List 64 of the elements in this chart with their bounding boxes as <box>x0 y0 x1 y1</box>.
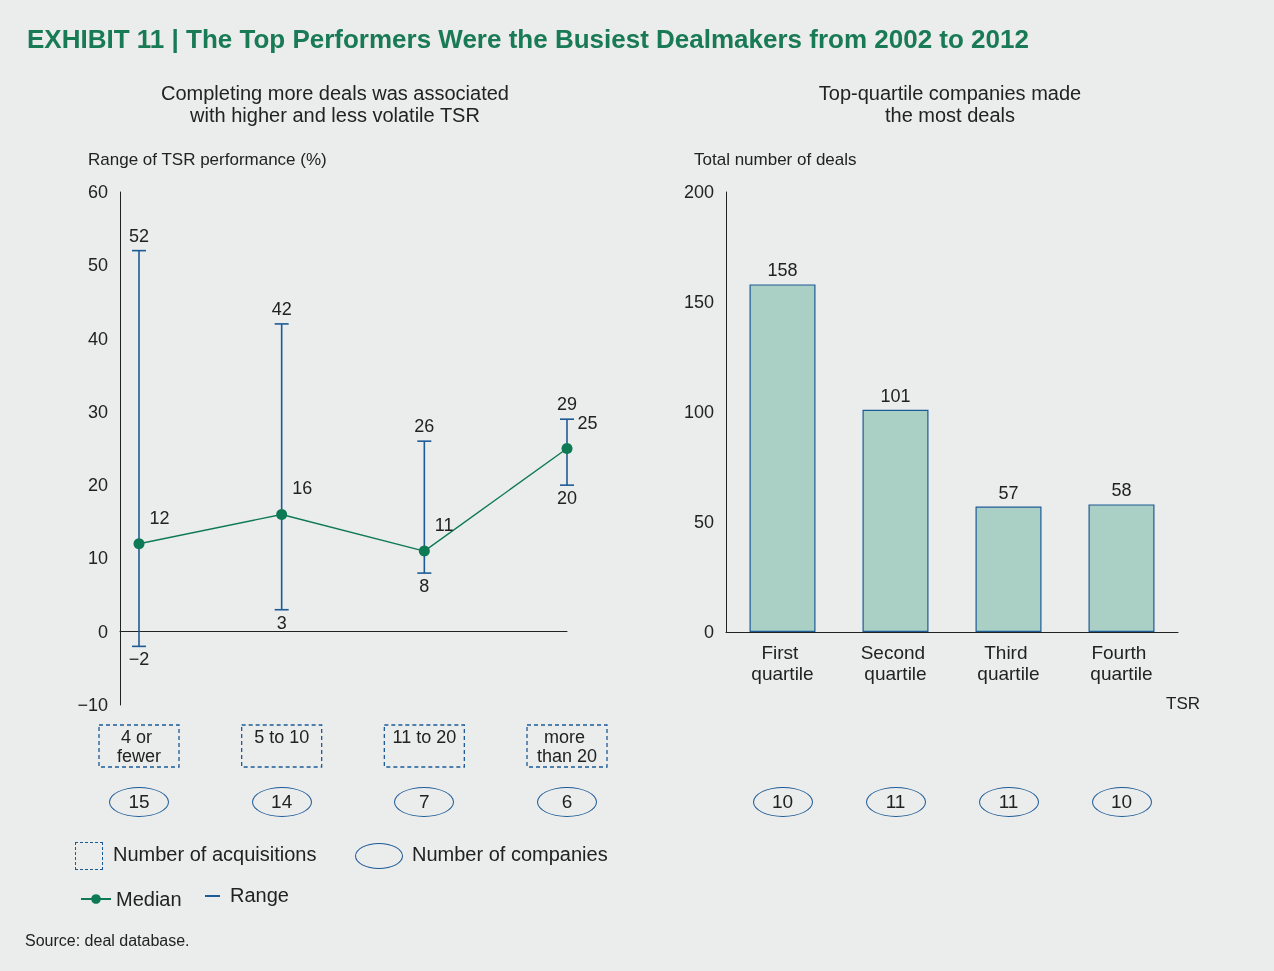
y-tick-label: 60 <box>87 182 108 202</box>
y-axis-title: Range of TSR performance (%) <box>88 150 327 170</box>
point <box>418 545 430 557</box>
text: Number of acquisitions <box>113 843 317 866</box>
text: 11 <box>865 787 926 817</box>
x-tick-label: more than 20 <box>536 726 598 766</box>
text: 14 <box>251 787 312 817</box>
y-tick-label: 10 <box>87 548 108 569</box>
data-label: 158 <box>767 260 798 281</box>
x-tick-label: 4 or fewer <box>116 726 162 766</box>
y-tick-label: 20 <box>87 475 108 496</box>
annotation: 26 <box>413 416 436 438</box>
source-note: Source: deal database. <box>25 932 190 950</box>
annotation: 52 <box>128 225 150 247</box>
data-label: 12 <box>149 507 170 528</box>
data-label: 57 <box>998 482 1019 503</box>
chart-title: Top-quartile companies made the most deals <box>817 82 1083 126</box>
data-label: 16 <box>292 478 313 499</box>
y-axis-title: Total number of deals <box>694 150 857 170</box>
text: 10 <box>752 787 813 817</box>
y-tick-label: 50 <box>693 512 714 532</box>
text: 10 <box>1091 787 1152 817</box>
bar <box>975 506 1042 632</box>
y-tick-label: 40 <box>87 328 108 349</box>
point <box>133 538 145 550</box>
y-tick-label: 100 <box>683 402 714 422</box>
annotation: 20 <box>556 488 578 510</box>
y-tick-label: 50 <box>87 255 108 276</box>
y-tick-label: 0 <box>703 622 714 642</box>
y-tick-label: 0 <box>97 621 108 642</box>
x-tick-label: 11 to 20 <box>392 726 457 747</box>
y-tick-label: 30 <box>87 401 108 422</box>
bar <box>1088 504 1155 632</box>
x-tick-label: Third quartile <box>977 642 1040 684</box>
text: 6 <box>537 787 597 817</box>
text: 11 <box>978 787 1039 817</box>
text: Range <box>230 884 289 907</box>
y-tick-label: −10 <box>77 695 108 715</box>
x-tick-label: 5 to 10 <box>254 726 310 747</box>
data-label: 25 <box>577 412 598 433</box>
annotation: −2 <box>127 649 151 671</box>
bar <box>749 284 816 632</box>
annotation: 8 <box>418 576 431 598</box>
data-label: 101 <box>880 385 911 406</box>
annotation: 3 <box>275 612 288 634</box>
data-label: 58 <box>1111 480 1132 501</box>
y-tick-label: 150 <box>683 292 714 312</box>
point <box>561 443 573 454</box>
bar <box>862 409 929 632</box>
x-tick-label: Fourth quartile <box>1090 642 1153 684</box>
text: 7 <box>394 787 455 817</box>
text: Number of companies <box>412 843 608 866</box>
chart-subtitle: Completing more deals was associated with higher and less volatile TSR <box>160 82 510 126</box>
legend-label: Median <box>116 888 182 910</box>
x-tick-label: Second quartile <box>860 642 931 684</box>
chart-title: EXHIBIT 11 | The Top Performers Were the Busiest Dealmakers from 2002 to 2012 <box>27 24 1029 55</box>
text: 15 <box>109 787 169 817</box>
y-tick-label: 200 <box>683 182 714 202</box>
data-label: 11 <box>434 515 454 536</box>
x-tick-label: First quartile <box>751 642 814 684</box>
point <box>276 508 288 520</box>
x-axis-title: TSR <box>1166 694 1200 714</box>
annotation: 29 <box>556 394 578 415</box>
annotation: 42 <box>270 298 293 320</box>
